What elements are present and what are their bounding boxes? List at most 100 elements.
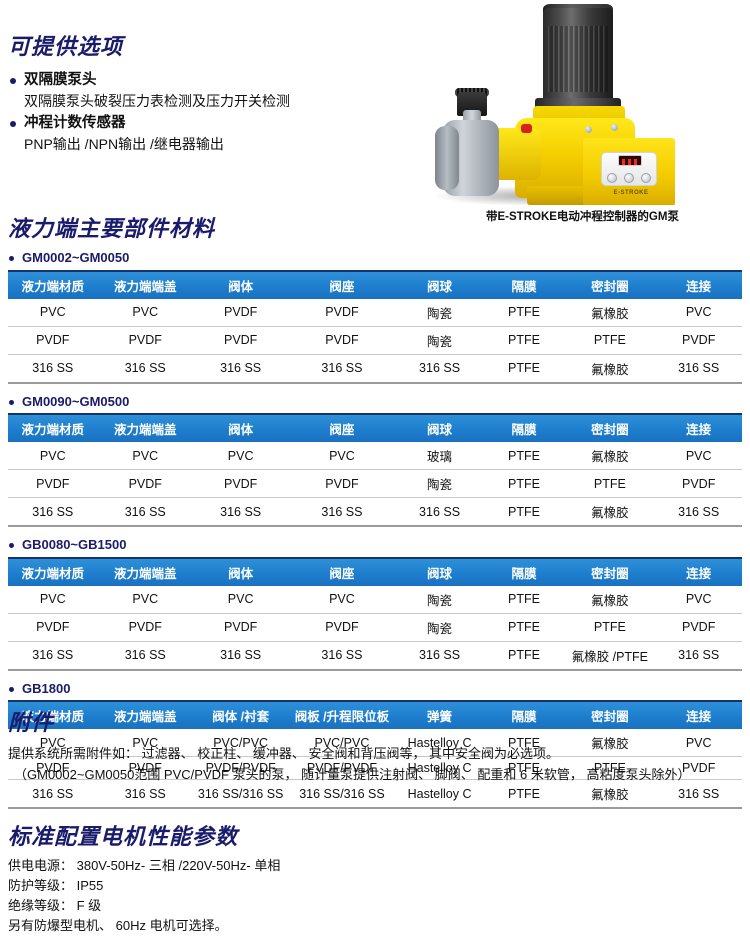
table-cell: 316 SS: [655, 779, 742, 810]
table-cell: PVDF: [192, 326, 289, 355]
table-row: PVC PVC PVDF PVDF 陶瓷 PTFE 氟橡胶 PVC: [8, 298, 742, 327]
table-cell: PVDF: [97, 613, 193, 642]
table-cell: 316 SS: [8, 497, 98, 528]
motor-specs-section: 标准配置电机性能参数 供电电源： 380V-50Hz- 三相 /220V-50H…: [8, 826, 608, 937]
table-header-row: 液力端材质 液力端端盖 阀体 阀座 阀球 隔膜 密封圈 连接: [8, 270, 742, 299]
table-cell: PTFE: [483, 469, 565, 499]
option-title: 双隔膜泵头: [8, 70, 408, 91]
column-header: 阀球: [395, 270, 484, 299]
spec-table-label: GM0090~GM0500: [8, 394, 742, 410]
motor-cooling-fins: [548, 26, 608, 92]
table-cell: 陶瓷: [395, 585, 484, 614]
table-cell: 316 SS: [192, 354, 289, 384]
table-cell: PTFE: [483, 585, 565, 614]
table-cell: PTFE: [483, 613, 565, 642]
hydraulic-materials-section: 液力端主要部件材料 GM0002~GM0050 液力端材质 液力端端盖 阀体 阀座 阀球隔…: [8, 216, 742, 810]
table-cell: PTFE: [564, 756, 656, 781]
table-row: 316 SS 316 SS 316 SS 316 SS 316 SS PTFE 氟橡胶 316…: [8, 497, 742, 528]
hydraulic-heading: 液力端主要部件材料: [8, 216, 216, 241]
table-cell: PVDF: [97, 756, 193, 781]
column-header: 液力端材质: [8, 557, 98, 586]
spec-table: 液力端材质 液力端端盖 阀体 阀座 阀球 隔膜 密封圈 连接 PVC PVC PVDF PVDF 陶瓷 P…: [8, 269, 742, 384]
table-cell: Hastelloy C: [395, 729, 484, 758]
table-cell: PVC/PVC: [288, 729, 396, 758]
table-cell: PVC: [97, 442, 193, 471]
table-cell: 316 SS: [288, 354, 396, 384]
column-header: 连接: [655, 270, 742, 299]
motor-body: [543, 8, 613, 106]
column-header: 密封圈: [564, 557, 656, 586]
controller-brand-label: E-STROKE: [613, 190, 649, 196]
table-cell: PTFE: [483, 326, 565, 355]
table-cell: 316 SS/316 SS: [192, 779, 289, 810]
table-row: PVDF PVDF PVDF PVDF 陶瓷 PTFE PTFE PVDF: [8, 469, 742, 499]
table-cell: 316 SS: [395, 641, 484, 671]
column-header: 连接: [655, 557, 742, 586]
column-header: 阀体 /衬套: [192, 701, 289, 730]
column-header: 阀座: [288, 557, 396, 586]
table-cell: 316 SS: [288, 497, 396, 528]
led-display: [618, 155, 642, 166]
table-cell: PVC: [192, 442, 289, 471]
table-cell: 316 SS: [192, 641, 289, 671]
table-cell: PTFE: [483, 779, 565, 810]
controller-button-center: [624, 172, 634, 183]
spec-table: 液力端材质 液力端端盖 阀体 阀座 阀球 隔膜 密封圈 连接 PVC PVC PVC PVC 陶瓷 PTF…: [8, 556, 742, 671]
spec-table-label: GB0080~GB1500: [8, 537, 742, 553]
table-cell: PTFE: [483, 497, 565, 528]
bolt-icon: [611, 124, 618, 131]
red-oil-plug: [521, 124, 532, 133]
table-cell: PTFE: [564, 326, 656, 355]
table-cell: 玻璃: [395, 442, 484, 471]
table-cell: PVDF: [192, 613, 289, 642]
column-header: 液力端端盖: [97, 270, 193, 299]
column-header: 阀体: [192, 557, 289, 586]
column-header: 阀板 /升程限位板: [288, 701, 396, 730]
table-cell: 陶瓷: [395, 298, 484, 327]
product-photo: E-STROKE 带E-STROKE电动冲程控制器的GM泵: [415, 0, 750, 228]
table-header-row: 液力端材质 液力端端盖 阀体 阀座 阀球 隔膜 密封圈 连接: [8, 557, 742, 586]
table-row: PVDF PVDF PVDF PVDF 陶瓷 PTFE PTFE PVDF: [8, 326, 742, 355]
column-header: 弹簧: [395, 701, 484, 730]
bolt-icon: [585, 126, 592, 133]
table-cell: PVC: [288, 442, 396, 471]
motor-spec-line: 绝缘等级： F 级: [8, 898, 102, 914]
table-cell: 陶瓷: [395, 326, 484, 355]
option-subtitle: 双隔膜泵头破裂压力表检测及压力开关检测: [24, 93, 290, 110]
table-cell: PVDF: [655, 756, 742, 781]
spec-table: 液力端材质 液力端端盖 阀体 /衬套 阀板 /升程限位板 弹簧 隔膜 密封圈 连接 PVC PVC…: [8, 700, 742, 810]
table-cell: PVC: [8, 442, 98, 471]
table-cell: PVC/PVC: [192, 729, 289, 758]
table-cell: PVDF/PVDF: [288, 756, 396, 781]
column-header: 阀座: [288, 414, 396, 443]
column-header: 连接: [655, 701, 742, 730]
table-cell: PVC: [97, 298, 193, 327]
table-cell: 316 SS: [8, 641, 98, 671]
table-cell: 316 SS: [655, 497, 742, 528]
table-cell: PVDF: [8, 756, 98, 781]
motor-spec-line: 另有防爆型电机、 60Hz 电机可选择。: [8, 918, 228, 934]
motor-spec-line: 防护等级： IP55: [8, 878, 104, 894]
column-header: 密封圈: [564, 270, 656, 299]
column-header: 隔膜: [483, 701, 565, 730]
option-subtitle: PNP输出 /NPN输出 /继电器输出: [24, 136, 224, 153]
spec-table-group: GB0080~GB1500 液力端材质 液力端端盖 阀体 阀座 阀球 隔膜 密封圈 连接 PVC P…: [8, 537, 742, 671]
table-cell: 316 SS: [97, 779, 193, 810]
table-cell: PVDF: [8, 469, 98, 499]
table-cell: PVDF: [97, 326, 193, 355]
table-row: PVC PVC PVC PVC 玻璃 PTFE 氟橡胶 PVC: [8, 442, 742, 471]
table-cell: PVDF: [8, 326, 98, 355]
table-cell: PTFE: [564, 469, 656, 499]
column-header: 液力端材质: [8, 414, 98, 443]
table-header-row: 液力端材质 液力端端盖 阀体 /衬套 阀板 /升程限位板 弹簧 隔膜 密封圈 连接: [8, 701, 742, 730]
table-cell: PVDF: [97, 469, 193, 499]
column-header: 连接: [655, 414, 742, 443]
table-cell: 316 SS/316 SS: [288, 779, 396, 810]
accessories-line-2: （GM0002~GM0050范围 PVC/PVDF 泵头的泵， 随计量泵提供注射…: [14, 766, 691, 782]
table-cell: 316 SS: [8, 779, 98, 810]
controller-button-left: [607, 172, 617, 183]
table-cell: 氟橡胶: [564, 729, 656, 758]
table-cell: 316 SS: [655, 354, 742, 384]
table-cell: PVDF/PVDF: [192, 756, 289, 781]
